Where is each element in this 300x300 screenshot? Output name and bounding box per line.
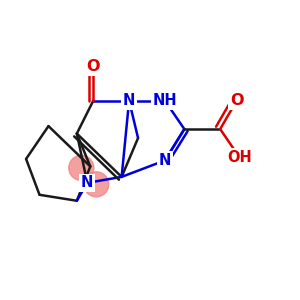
Circle shape [84, 172, 109, 197]
Text: OH: OH [227, 150, 252, 165]
Text: N: N [159, 153, 171, 168]
Text: O: O [86, 59, 100, 74]
Text: N: N [123, 93, 135, 108]
Text: O: O [230, 93, 243, 108]
Text: N: N [81, 175, 94, 190]
Circle shape [69, 155, 94, 181]
Text: NH: NH [153, 93, 177, 108]
